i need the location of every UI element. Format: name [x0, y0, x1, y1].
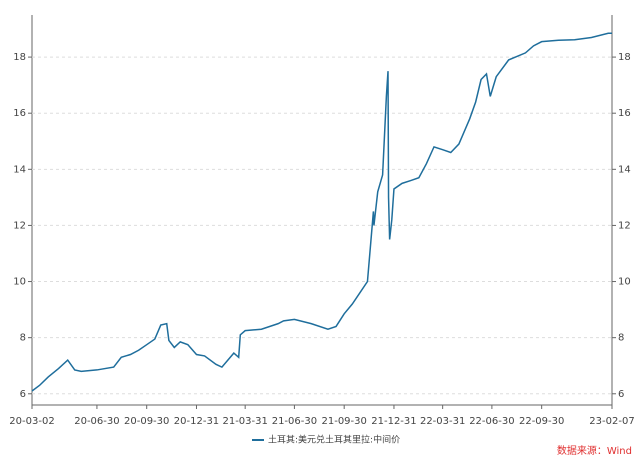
- x-tick-label: 21-06-30: [272, 416, 317, 427]
- y-tick-label: 6: [20, 389, 26, 400]
- x-tick-label: 21-03-31: [222, 416, 267, 427]
- x-tick-label: 23-02-07: [589, 416, 634, 427]
- x-tick-label: 20-03-02: [9, 416, 54, 427]
- x-tick-label: 20-09-30: [124, 416, 169, 427]
- y2-tick-label: 6: [618, 389, 624, 400]
- y-tick-label: 14: [13, 164, 26, 175]
- y2-tick-label: 8: [618, 333, 624, 344]
- y2-tick-label: 16: [618, 108, 631, 119]
- y2-tick-label: 10: [618, 277, 631, 288]
- x-tick-label: 22-06-30: [469, 416, 514, 427]
- y2-tick-label: 12: [618, 220, 631, 231]
- y-tick-label: 10: [13, 277, 26, 288]
- y-tick-label: 18: [13, 52, 26, 63]
- source: 数据来源：Wind: [557, 444, 632, 457]
- legend-label: 土耳其:美元兑土耳其里拉:中间价: [268, 434, 400, 446]
- x-tick-label: 21-09-30: [321, 416, 366, 427]
- y-tick-label: 16: [13, 108, 26, 119]
- x-tick-label: 22-09-30: [519, 416, 564, 427]
- series-line: [31, 32, 612, 392]
- y-tick-label: 12: [13, 220, 26, 231]
- x-tick-label: 20-06-30: [74, 416, 119, 427]
- x-tick-label: 20-12-31: [174, 416, 219, 427]
- y2-tick-label: 18: [618, 52, 631, 63]
- x-tick-label: 22-03-31: [420, 416, 465, 427]
- y-tick-label: 8: [20, 333, 26, 344]
- x-tick-label: 21-12-31: [371, 416, 416, 427]
- y2-tick-label: 14: [618, 164, 631, 175]
